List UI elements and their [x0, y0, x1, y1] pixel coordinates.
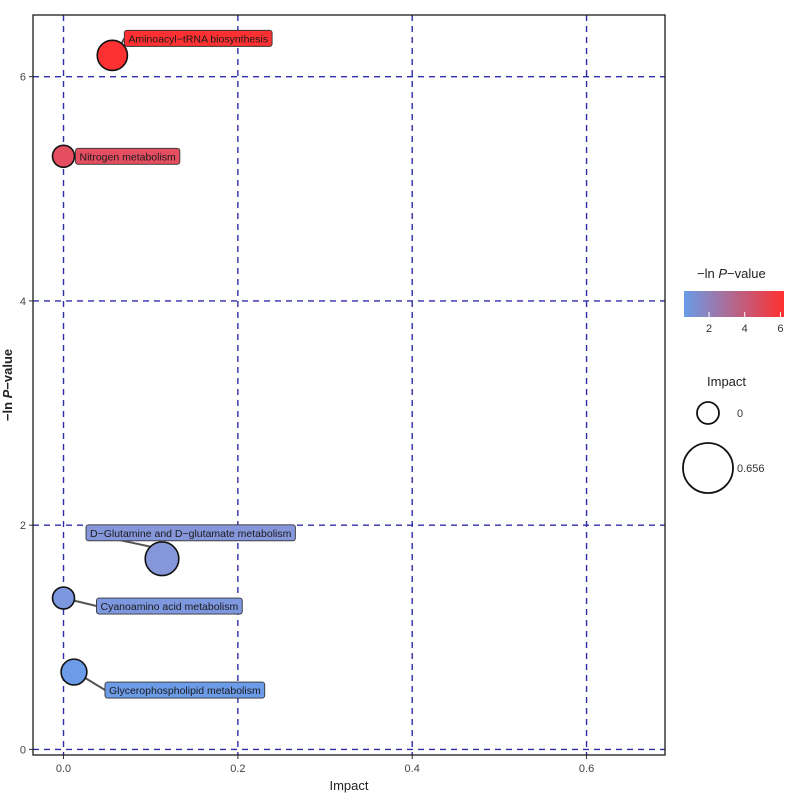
- size-legend-items: 0 0.656: [682, 401, 765, 494]
- data-point: [144, 541, 180, 577]
- color-legend-tick-label: 6: [777, 323, 783, 335]
- y-tick-label: 0: [20, 744, 26, 756]
- size-legend-circle: [696, 401, 720, 425]
- size-legend-title: Impact: [707, 374, 746, 389]
- color-legend-title-p: P: [718, 266, 727, 281]
- color-legend-tick-label: 4: [742, 323, 748, 335]
- point-label-box: [96, 597, 243, 615]
- color-legend-title-prefix: −ln: [697, 266, 718, 281]
- color-legend-ticks: 2 4 6: [706, 312, 783, 335]
- x-tick-label: 0.6: [579, 763, 594, 775]
- point-label: D−Glutamine and D−glutamate metabolism: [85, 524, 296, 542]
- color-legend-tick-label: 2: [706, 323, 712, 335]
- point-label: Glycerophospholipid metabolism: [104, 681, 266, 699]
- point-label-text: Nitrogen metabolism: [80, 151, 177, 163]
- data-point: [60, 658, 88, 686]
- y-tick-label: 2: [20, 520, 26, 532]
- axis-ticks: 0.0 0.2 0.4 0.6 0 2 4 6: [20, 72, 594, 775]
- color-legend-title: −ln P−value: [697, 266, 766, 281]
- point-label: Aminoacyl−tRNA biosynthesis: [123, 29, 273, 47]
- point-labels: Aminoacyl−tRNA biosynthesis Nitrogen meta…: [75, 29, 296, 699]
- point-label-text: Glycerophospholipid metabolism: [109, 685, 261, 697]
- point-label-box: [104, 681, 266, 699]
- label-connectors: [71, 37, 161, 691]
- x-tick-label: 0.4: [405, 763, 420, 775]
- point-label-text: Cyanoamino acid metabolism: [101, 601, 239, 613]
- plot-frame: [32, 14, 666, 756]
- data-point: [51, 586, 76, 610]
- size-legend-circle: [682, 442, 734, 494]
- label-connector: [71, 599, 97, 608]
- color-legend-bar: [684, 291, 784, 317]
- size-legend-label: 0.656: [737, 463, 765, 475]
- point-label-box: [123, 29, 273, 47]
- point-label-text: Aminoacyl−tRNA biosynthesis: [128, 33, 268, 45]
- y-axis-title-prefix: −ln: [0, 398, 15, 421]
- x-tick-label: 0.2: [230, 763, 245, 775]
- size-legend: Impact 0 0.656: [682, 374, 765, 494]
- x-tick-label: 0.0: [56, 763, 71, 775]
- data-point: [96, 39, 129, 72]
- y-axis-title-suffix: −value: [0, 349, 15, 390]
- point-label: Nitrogen metabolism: [75, 147, 181, 165]
- data-point: [51, 144, 76, 169]
- point-label-box: [75, 147, 181, 165]
- y-axis-title-p: P: [0, 389, 15, 398]
- color-legend: −ln P−value 2 4 6: [684, 266, 784, 335]
- point-label-box: [85, 524, 296, 542]
- point-label: Cyanoamino acid metabolism: [96, 597, 243, 615]
- y-tick-label: 6: [20, 72, 26, 84]
- size-legend-label: 0: [737, 408, 743, 420]
- y-tick-label: 4: [20, 296, 26, 308]
- grid-layer: [33, 15, 665, 755]
- color-legend-title-suffix: −value: [727, 266, 766, 281]
- point-label-text: D−Glutamine and D−glutamate metabolism: [90, 528, 292, 540]
- data-points: [51, 39, 180, 686]
- y-axis-title: −ln P−value: [0, 349, 15, 421]
- x-axis-title: Impact: [329, 778, 368, 793]
